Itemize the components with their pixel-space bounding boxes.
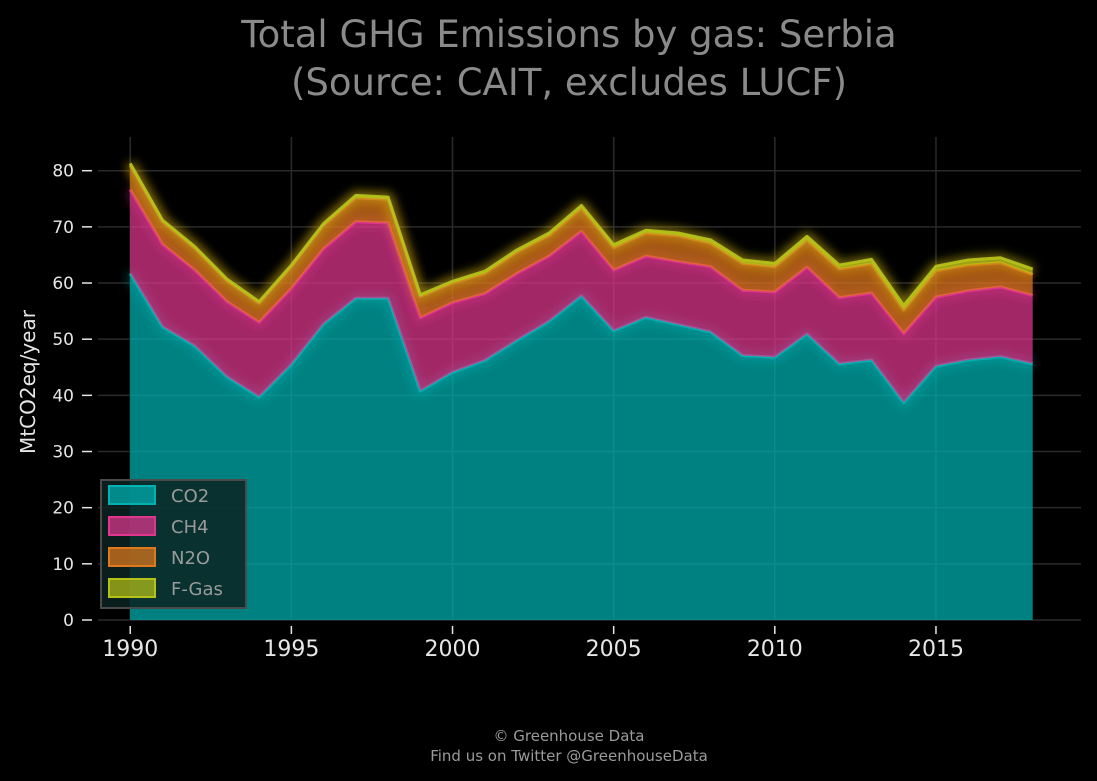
x-tick-label: 2000 <box>425 637 481 662</box>
legend: CO2 CH4 N2O F-Gas <box>100 479 247 609</box>
y-tick-label: 70 <box>52 218 74 238</box>
y-tick-label: 30 <box>52 443 74 463</box>
y-tick-label: 80 <box>52 162 74 182</box>
legend-label-n2o: N2O <box>171 548 210 569</box>
y-tick-label: 40 <box>52 386 74 406</box>
legend-label-f-gas: F-Gas <box>171 579 223 600</box>
x-tick-label: 1990 <box>102 637 158 662</box>
legend-label-ch4: CH4 <box>171 517 209 538</box>
legend-swatch-n2o <box>108 547 156 567</box>
line-f-gas <box>128 162 1034 307</box>
x-tick-label: 2015 <box>908 637 964 662</box>
y-tick-label: 60 <box>52 274 74 294</box>
legend-label-co2: CO2 <box>171 486 209 507</box>
x-tick-label: 1995 <box>263 637 319 662</box>
credit-line2: Find us on Twitter @GreenhouseData <box>430 747 708 765</box>
stacked-areas <box>126 161 1035 620</box>
y-tick-label: 50 <box>52 330 74 350</box>
x-tick-label: 2005 <box>586 637 642 662</box>
area-co2 <box>130 273 1033 620</box>
credit-line1: © Greenhouse Data <box>493 727 644 745</box>
legend-swatch-ch4 <box>108 516 156 536</box>
y-tick-label: 20 <box>52 499 74 519</box>
x-tick-label: 2010 <box>747 637 803 662</box>
legend-swatch-f-gas <box>108 578 156 598</box>
x-axis-ticks: 1990 1995 2000 2005 2010 2015 <box>102 626 964 662</box>
y-tick-label: 0 <box>63 611 74 631</box>
legend-swatch-co2 <box>108 485 156 505</box>
chart-title-line2: (Source: CAIT, excludes LUCF) <box>291 61 847 104</box>
area-ch4 <box>130 189 1033 403</box>
y-axis-ticks: 0 10 20 30 40 50 60 70 80 <box>52 162 92 631</box>
chart-title-line1: Total GHG Emissions by gas: Serbia <box>240 13 896 56</box>
y-axis-label: MtCO2eq/year <box>16 309 40 454</box>
area-n2o <box>130 165 1033 334</box>
y-tick-label: 10 <box>52 555 74 575</box>
